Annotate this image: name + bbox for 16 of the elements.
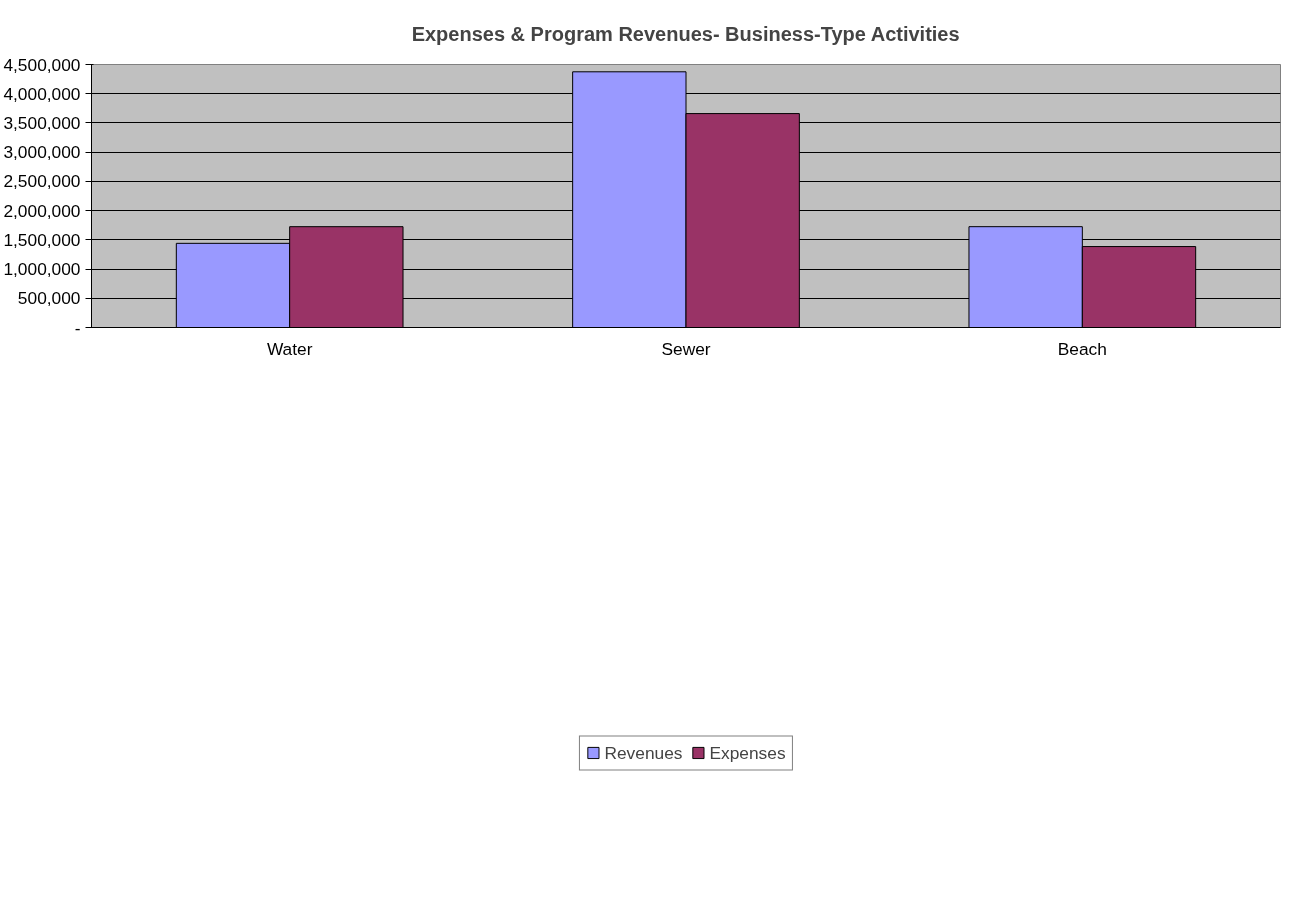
y-tick-label: 3,500,000 xyxy=(3,112,81,133)
x-tick-label: Sewer xyxy=(661,338,711,359)
y-tick-label: 3,000,000 xyxy=(3,142,81,163)
y-tick-label: 500,000 xyxy=(17,288,81,309)
legend-label: Expenses xyxy=(709,742,786,764)
y-tick-label: 4,000,000 xyxy=(3,83,81,104)
legend-label: Revenues xyxy=(604,742,683,764)
y-tick-label: 2,500,000 xyxy=(3,171,81,192)
y-tick-label: 4,500,000 xyxy=(3,54,81,75)
y-tick-label: 1,500,000 xyxy=(3,229,81,250)
x-tick-label: Beach xyxy=(1057,338,1107,359)
chart-title: Expenses & Program Revenues- Business-Type Activities xyxy=(411,22,960,45)
y-tick-label: 1,000,000 xyxy=(3,259,81,280)
y-tick-label: 2,000,000 xyxy=(3,200,81,221)
y-tick-label: - xyxy=(74,317,81,338)
x-tick-label: Water xyxy=(266,338,313,359)
